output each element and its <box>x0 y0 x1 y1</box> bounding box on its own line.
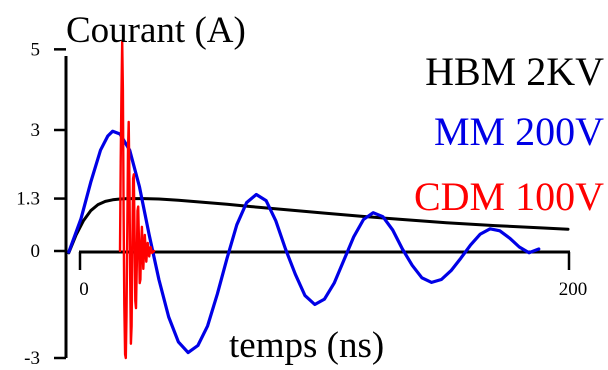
y-tick-label: 3 <box>31 120 41 141</box>
y-tick-label: -3 <box>24 348 40 369</box>
axes-group <box>64 56 570 358</box>
series-line-mm-200v <box>67 129 541 355</box>
series-line-cdm-100v <box>118 40 156 360</box>
x-axis-label: temps (ns) <box>229 325 384 366</box>
legend-entry: CDM 100V <box>414 174 604 219</box>
legend: HBM 2KV MM 200V CDM 100V <box>414 49 604 219</box>
y-tick-label: 0 <box>31 241 41 262</box>
x-tick-label: 0 <box>79 279 89 300</box>
legend-entry: MM 200V <box>434 109 604 154</box>
legend-entry: HBM 2KV <box>425 49 604 94</box>
series-line-hbm-2kv <box>67 197 570 255</box>
x-tick-label: 200 <box>559 279 588 300</box>
y-axis-label: Courant (A) <box>66 10 246 51</box>
series-lines-group <box>67 40 570 360</box>
y-tick-label: 5 <box>31 39 41 60</box>
y-tick-label: 1.3 <box>16 189 40 210</box>
x-ticks-group: 0 200 <box>78 252 588 300</box>
y-ticks-group: 5 3 1.3 0 -3 <box>16 39 66 369</box>
